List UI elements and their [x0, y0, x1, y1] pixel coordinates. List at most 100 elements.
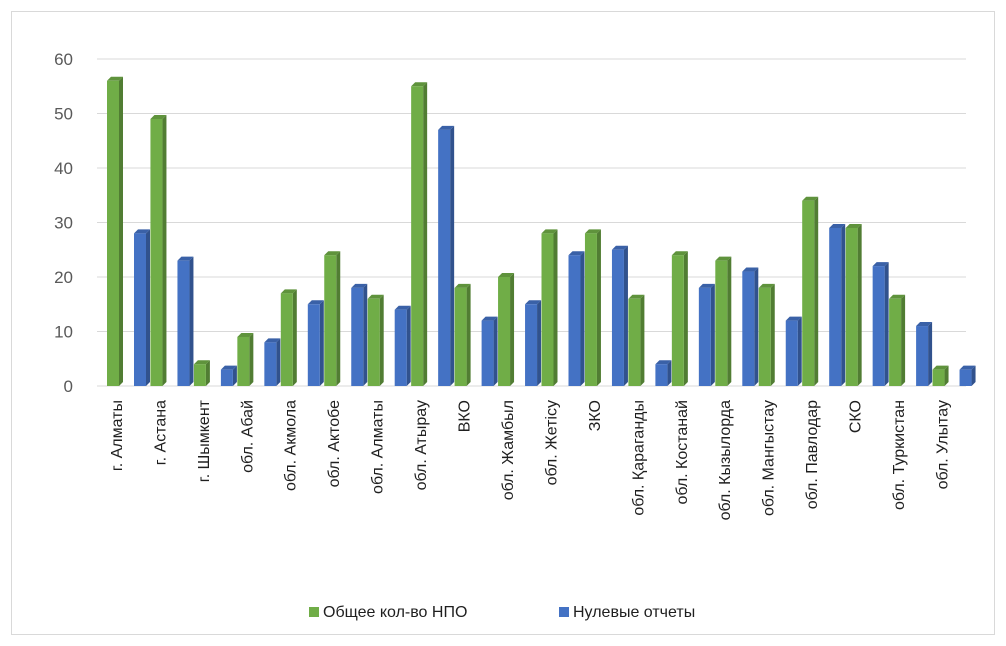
bar-total: [150, 114, 167, 386]
bar-top: [655, 360, 672, 365]
bar-side: [596, 229, 601, 386]
bar-top: [628, 294, 645, 299]
bar-total: [758, 283, 775, 386]
bar-side: [797, 316, 802, 386]
bar-top: [411, 82, 428, 87]
bar-side: [336, 251, 341, 386]
bar-front: [845, 227, 858, 386]
bar-top: [498, 273, 515, 277]
bar-side: [944, 365, 949, 386]
bar-side: [146, 229, 150, 386]
bar-front: [715, 260, 728, 386]
bar-front: [872, 266, 885, 386]
legend-label: Нулевые отчеты: [573, 604, 695, 621]
bar-side: [205, 360, 210, 386]
legend-label: Общее кол-во НПО: [323, 604, 467, 621]
bar-top: [367, 294, 384, 299]
x-tick-label: ВКО: [457, 400, 474, 432]
bar-top: [481, 316, 498, 321]
x-tick-label: обл. Костанай: [674, 400, 691, 505]
bar-total: [628, 294, 645, 386]
bar-front: [671, 255, 684, 386]
bar-top: [220, 365, 237, 370]
bar-top: [568, 251, 585, 256]
bar-top: [829, 223, 846, 228]
bar-zero: [307, 300, 324, 386]
bar-zero: [481, 316, 498, 386]
bar-total: [845, 223, 862, 386]
bar-zero: [351, 283, 368, 386]
bar-top: [525, 300, 542, 305]
bar-top: [264, 338, 281, 343]
y-tick-label: 30: [54, 214, 73, 233]
bar-top: [872, 262, 889, 267]
bar-side: [319, 300, 324, 386]
x-tick-label: обл. Улытау: [934, 400, 951, 489]
bar-zero: [829, 223, 846, 386]
bar-total: [498, 273, 515, 386]
x-tick-label: г. Астана: [152, 400, 169, 465]
bar-front: [802, 200, 815, 386]
x-tick-label: обл. Жетісу: [543, 400, 560, 485]
legend-swatch: [309, 607, 319, 617]
bar-zero: [264, 338, 281, 386]
bar-zero: [177, 256, 194, 386]
bar-side: [162, 114, 167, 386]
bar-zero: [611, 245, 628, 386]
legend-item: Нулевые отчеты: [559, 604, 695, 621]
bar-side: [580, 251, 585, 386]
bar-top: [611, 245, 628, 250]
bar-zero: [134, 229, 150, 386]
bar-front: [916, 326, 929, 386]
x-tick-label: обл. Жамбыл: [500, 400, 517, 500]
bar-front: [134, 233, 146, 386]
bar-top: [237, 332, 254, 337]
bar-top: [351, 283, 368, 288]
bar-top: [438, 125, 455, 130]
bar-front: [264, 342, 277, 386]
bar-top: [889, 294, 906, 299]
x-tick-label: СКО: [848, 400, 865, 433]
bar-side: [710, 283, 715, 386]
bar-zero: [220, 365, 237, 386]
bar-side: [770, 283, 775, 386]
bar-zero: [959, 365, 976, 386]
bar-front: [324, 255, 337, 386]
bars: [107, 76, 976, 387]
bar-side: [553, 229, 558, 386]
bar-side: [754, 267, 759, 386]
x-tick-label: обл. Қараганды: [630, 400, 647, 516]
bar-zero: [872, 262, 889, 386]
x-tick-label: обл. Павлодар: [804, 400, 821, 509]
x-tick-label: обл. Атырау: [413, 400, 430, 490]
bar-top: [324, 251, 341, 256]
bar-side: [683, 251, 688, 386]
bar-side: [450, 125, 455, 386]
bar-top: [802, 196, 819, 201]
bar-total: [193, 360, 210, 386]
bar-top: [280, 289, 297, 294]
bar-front: [742, 271, 755, 386]
bar-top: [959, 365, 976, 370]
bar-total: [324, 251, 341, 386]
x-tick-label: обл. Кызылорда: [717, 400, 734, 521]
bar-front: [829, 227, 842, 386]
bar-total: [802, 196, 819, 386]
y-tick-label: 40: [54, 159, 73, 178]
bar-top: [193, 360, 210, 365]
bar-top: [134, 229, 150, 234]
x-tick-label: г. Шымкент: [196, 399, 213, 482]
bar-front: [280, 293, 293, 386]
bar-top: [698, 283, 715, 288]
bar-front: [220, 369, 233, 386]
bar-front: [394, 309, 407, 386]
bar-top: [671, 251, 688, 256]
bar-total: [671, 251, 688, 386]
bar-total: [541, 229, 558, 386]
bar-side: [493, 316, 498, 386]
bar-front: [454, 287, 467, 386]
bar-front: [150, 118, 163, 386]
y-tick-label: 0: [64, 377, 73, 396]
bar-total: [107, 76, 123, 387]
bar-side: [119, 76, 123, 387]
